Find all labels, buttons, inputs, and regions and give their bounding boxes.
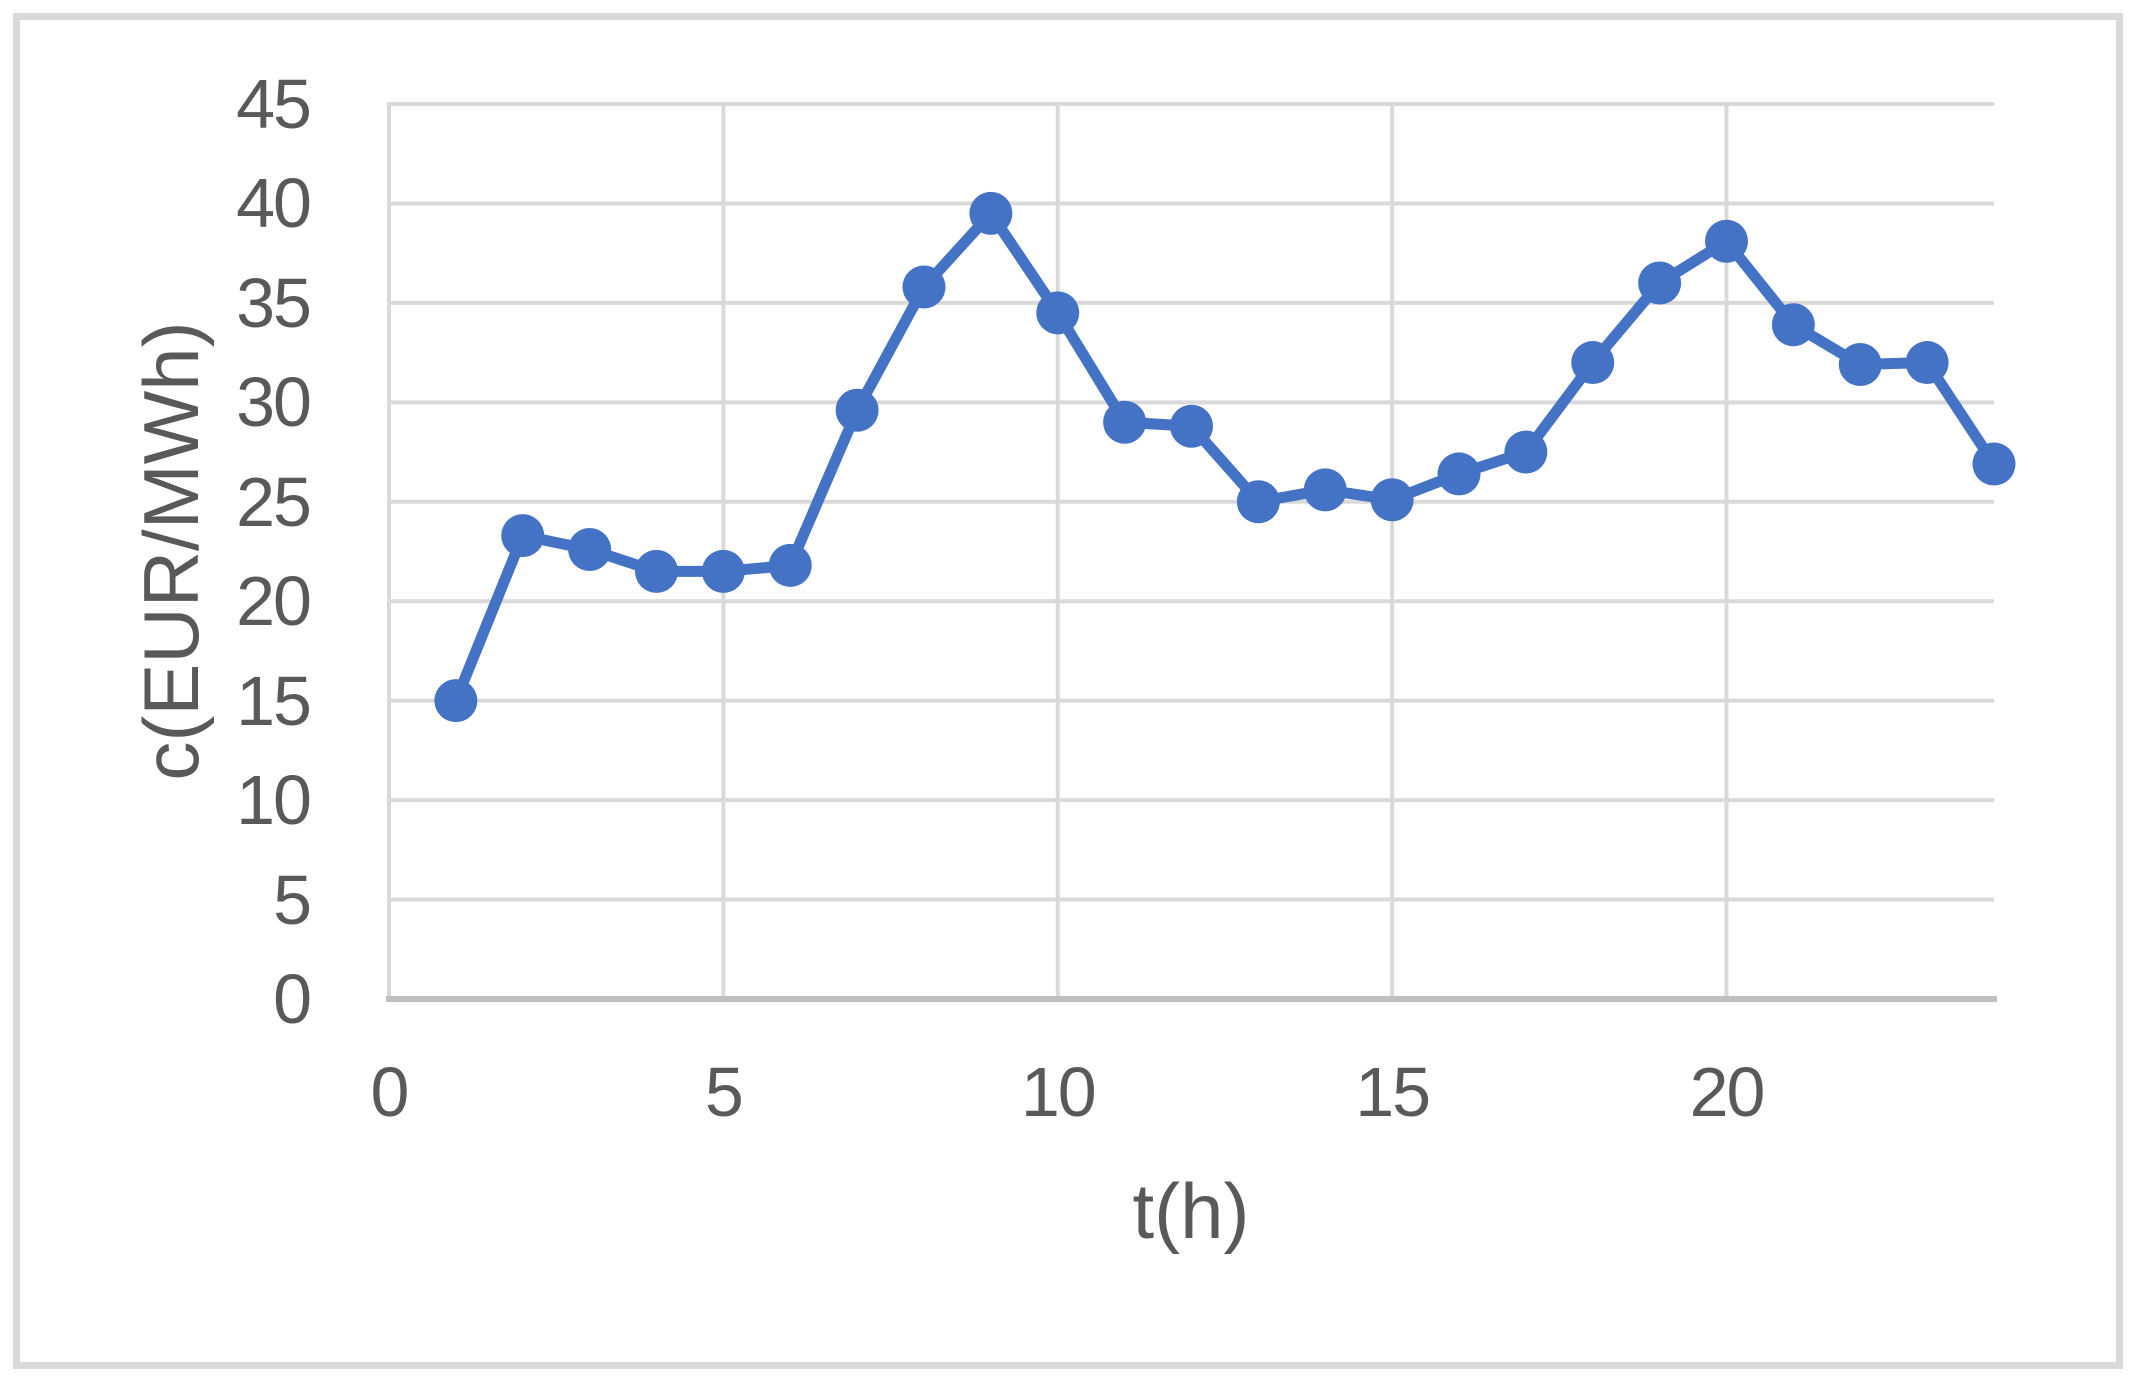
x-axis-tick-label: 5 bbox=[704, 1053, 744, 1131]
y-axis-tick-label: 20 bbox=[236, 562, 312, 641]
price-line bbox=[450, 207, 2000, 707]
y-axis-tick-label: 45 bbox=[236, 65, 312, 143]
data-point-marker bbox=[1571, 341, 1615, 385]
data-point-marker bbox=[701, 549, 745, 593]
data-point-marker bbox=[1036, 291, 1080, 335]
data-point-marker bbox=[1905, 341, 1949, 385]
data-point-marker bbox=[1504, 430, 1548, 474]
data-point-marker bbox=[501, 514, 545, 558]
data-point-marker bbox=[1370, 478, 1414, 522]
data-point-marker bbox=[1771, 303, 1815, 347]
data-point-marker bbox=[1170, 404, 1213, 448]
data-point-marker bbox=[902, 265, 946, 309]
y-axis-tick-label: 35 bbox=[236, 263, 312, 342]
data-point-marker bbox=[1303, 468, 1347, 512]
y-axis-tick-label: 0 bbox=[273, 960, 312, 1038]
y-axis-tick-label: 25 bbox=[236, 462, 312, 541]
data-point-marker bbox=[635, 549, 678, 593]
data-point-marker bbox=[1838, 343, 1882, 387]
y-axis-tick-label: 10 bbox=[236, 761, 312, 840]
data-point-marker bbox=[969, 191, 1013, 235]
y-axis-tick-label: 30 bbox=[236, 363, 312, 442]
data-point-marker bbox=[1705, 219, 1748, 263]
figure-border bbox=[13, 13, 2123, 1369]
x-axis-tick-label: 10 bbox=[1020, 1053, 1097, 1131]
data-point-marker bbox=[835, 388, 879, 432]
y-axis-tick-label: 15 bbox=[236, 661, 312, 740]
x-axis-title: t(h) bbox=[1132, 1167, 1250, 1255]
data-point-marker bbox=[768, 543, 812, 587]
data-point-marker bbox=[1437, 452, 1481, 496]
data-point-marker bbox=[1236, 480, 1280, 524]
y-axis-tick-label: 40 bbox=[236, 164, 312, 243]
data-point-marker bbox=[1103, 400, 1147, 444]
data-point-marker bbox=[1638, 261, 1682, 305]
y-axis-title: c(EUR/MWh) bbox=[127, 321, 215, 781]
y-axis-tick-label: 5 bbox=[273, 860, 312, 939]
x-axis-tick-label: 20 bbox=[1689, 1053, 1766, 1131]
x-axis-tick-label: 15 bbox=[1355, 1053, 1431, 1131]
data-point-marker bbox=[434, 679, 478, 723]
data-point-marker bbox=[568, 528, 612, 572]
data-point-marker bbox=[1972, 442, 2016, 486]
x-axis-tick-label: 0 bbox=[370, 1053, 410, 1131]
